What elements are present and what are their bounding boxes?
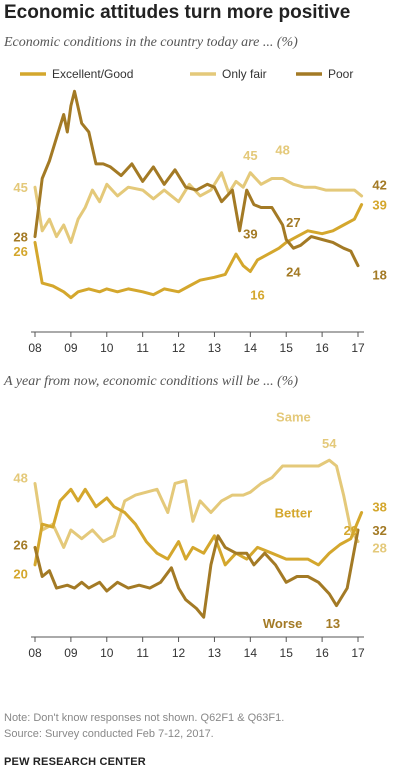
legend-label: Only fair <box>222 67 267 81</box>
source-text: Source: Survey conducted Feb 7-12, 2017. <box>4 728 214 740</box>
x-tick-label: 16 <box>315 341 329 355</box>
x-tick-label: 09 <box>64 341 78 355</box>
data-label: 38 <box>372 500 386 515</box>
data-label: 48 <box>13 471 27 486</box>
x-tick-label: 11 <box>136 646 149 660</box>
data-label: 18 <box>372 267 386 282</box>
data-label: 45 <box>243 148 257 163</box>
data-label: 24 <box>286 264 301 279</box>
data-label: 48 <box>275 142 289 157</box>
x-tick-label: 09 <box>64 646 78 660</box>
x-tick-label: 12 <box>172 341 186 355</box>
chart1-legend: Excellent/Good Only fair Poor <box>20 67 353 81</box>
data-label: Same <box>276 410 311 425</box>
chart2-subtitle: A year from now, economic conditions wil… <box>4 374 299 389</box>
chart2-plot: 08 09 10 11 12 13 14 15 16 17 48 26 20 Same 54 Better 29… <box>13 410 386 660</box>
legend-label: Poor <box>328 67 353 81</box>
data-label: 26 <box>13 538 27 553</box>
x-tick-label: 16 <box>315 646 329 660</box>
chart-title: Economic attitudes turn more positive <box>4 2 351 23</box>
series-line-better <box>33 487 364 567</box>
data-label: 32 <box>372 523 386 538</box>
data-label: Better <box>275 506 313 521</box>
data-label: 45 <box>13 180 27 195</box>
series-line-excellent-good <box>33 203 364 300</box>
x-tick-label: 14 <box>244 646 258 660</box>
brand-logo-text: PEW RESEARCH CENTER <box>4 756 146 768</box>
data-label: Worse <box>263 616 303 631</box>
x-tick-label: 17 <box>351 341 365 355</box>
data-label: 39 <box>372 198 386 213</box>
data-label: 16 <box>250 288 264 303</box>
x-tick-label: 10 <box>100 646 114 660</box>
data-label: 20 <box>13 567 27 582</box>
x-tick-label: 13 <box>208 646 222 660</box>
series-line-worse <box>33 528 360 619</box>
data-label: 27 <box>286 215 300 230</box>
x-tick-label: 12 <box>172 646 186 660</box>
x-tick-label: 17 <box>351 646 365 660</box>
chart1-subtitle: Economic conditions in the country today… <box>4 35 298 50</box>
x-tick-label: 08 <box>28 646 42 660</box>
legend-label: Excellent/Good <box>52 67 133 81</box>
data-label: 28 <box>13 230 27 245</box>
data-label: 29 <box>344 523 358 538</box>
series-line-poor <box>33 89 360 268</box>
x-tick-label: 11 <box>136 341 149 355</box>
x-tick-label: 15 <box>280 341 294 355</box>
data-label: 39 <box>243 227 257 242</box>
note-text: Note: Don't know responses not shown. Q6… <box>4 712 285 724</box>
data-label: 42 <box>372 177 386 192</box>
series-line-same <box>33 458 360 549</box>
data-label: 26 <box>13 244 27 259</box>
data-label: 13 <box>326 616 340 631</box>
x-tick-label: 13 <box>208 341 222 355</box>
x-tick-label: 14 <box>244 341 258 355</box>
data-label: 54 <box>322 436 337 451</box>
x-tick-label: 10 <box>100 341 114 355</box>
x-tick-label: 15 <box>280 646 294 660</box>
x-tick-label: 08 <box>28 341 42 355</box>
data-label: 28 <box>372 540 386 555</box>
